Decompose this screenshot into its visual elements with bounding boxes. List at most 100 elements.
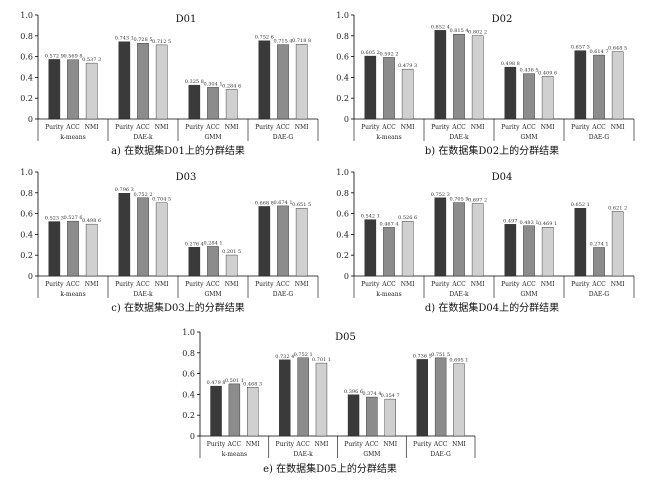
data-label: 0.605 2	[361, 50, 380, 56]
data-label: 0.374 4	[362, 391, 381, 397]
bar-dae-k-acc	[137, 43, 149, 120]
x-category-label: NMI	[246, 441, 260, 448]
y-tick-label: 0	[28, 272, 33, 281]
x-category-label: ACC	[451, 124, 466, 131]
data-label: 0.201 5	[222, 249, 241, 255]
x-category-label: NMI	[541, 281, 555, 288]
data-label: 0.752 6	[255, 35, 274, 41]
x-category-label: ACC	[275, 281, 290, 288]
x-category-label: ACC	[381, 281, 396, 288]
data-label: 0.648 5	[608, 46, 627, 52]
x-category-label: Purity	[115, 124, 134, 131]
x-category-label: Purity	[185, 124, 204, 131]
data-label: 0.467 4	[379, 221, 398, 227]
x-category-label: NMI	[155, 281, 169, 288]
y-tick-label: 0.6	[20, 53, 33, 62]
y-tick-label: 0.4	[20, 73, 33, 82]
bar-dae-k-nmi	[155, 202, 168, 277]
data-label: 0.652 1	[571, 202, 590, 208]
bar-dae-k-purity	[118, 192, 131, 277]
x-category-label: Purity	[413, 441, 432, 448]
y-tick-label: 0.8	[182, 349, 195, 358]
data-label: 0.409 6	[538, 70, 557, 76]
bar-k-means-nmi	[85, 62, 98, 120]
bar-dae-g-acc	[277, 44, 289, 120]
chart-panel-d04: D04 0 0.2 0.4 0.6 0.8 1.0 0.542 1 Purity 0.467 4 A…	[336, 168, 635, 314]
group-label: GMM	[363, 451, 380, 458]
data-label: 0.668 8	[255, 200, 274, 206]
data-label: 0.728 5	[133, 37, 152, 43]
x-category-label: ACC	[205, 281, 220, 288]
group-label: DAE-G	[430, 451, 451, 458]
chart-panel-d03: D03 0 0.2 0.4 0.6 0.8 1.0 0.523 3 Purity 0.527 6 A…	[20, 168, 319, 314]
x-category-label: ACC	[521, 281, 536, 288]
bar-dae-g-nmi	[611, 211, 624, 277]
data-label: 0.743 1	[115, 36, 134, 42]
y-tick-label: 0.8	[20, 32, 33, 41]
bar-k-means-nmi	[247, 387, 259, 437]
x-category-label: ACC	[451, 281, 466, 288]
data-label: 0.304 1	[203, 81, 222, 87]
x-category-label: NMI	[315, 441, 329, 448]
y-tick-label: 0.8	[20, 189, 33, 198]
data-label: 0.701 1	[312, 357, 331, 363]
x-category-label: ACC	[295, 441, 310, 448]
bar-dae-g-purity	[258, 40, 271, 120]
group-label: GMM	[204, 134, 221, 141]
bar-gmm-acc	[523, 225, 535, 277]
bar-dae-g-purity	[416, 359, 428, 437]
y-tick-label: 0.8	[336, 189, 349, 198]
data-label: 0.712 5	[152, 39, 171, 45]
data-label: 0.284 1	[203, 240, 222, 246]
bar-dae-k-purity	[279, 359, 291, 437]
data-label: 0.674 1	[273, 200, 292, 206]
chart-panel-d02: D02 0 0.2 0.4 0.6 0.8 1.0 0.605 2 Purity 0.592 2 A…	[336, 11, 635, 157]
chart-title: D01	[176, 14, 197, 25]
y-tick-label: 0.4	[182, 390, 195, 399]
group-label: k-means	[60, 134, 85, 141]
data-label: 0.284 6	[222, 83, 241, 89]
group-label: DAE-k	[449, 134, 469, 141]
data-label: 0.614 7	[589, 49, 608, 55]
data-label: 0.542 1	[361, 214, 380, 220]
x-category-label: ACC	[65, 281, 80, 288]
x-category-label: Purity	[431, 124, 450, 131]
group-label: k-means	[376, 134, 401, 141]
x-category-label: Purity	[571, 281, 590, 288]
x-category-label: ACC	[227, 441, 242, 448]
data-label: 0.498 8	[501, 61, 520, 67]
bar-gmm-purity	[504, 66, 517, 120]
y-tick-label: 0.2	[336, 251, 349, 260]
x-category-label: NMI	[611, 281, 625, 288]
bar-dae-g-acc	[434, 357, 447, 437]
y-tick-label: 0.8	[336, 32, 349, 41]
x-category-label: Purity	[501, 124, 520, 131]
bar-dae-k-acc	[297, 357, 309, 437]
data-label: 0.436 5	[519, 68, 538, 74]
data-label: 0.498 6	[82, 218, 101, 224]
bar-dae-g-nmi	[295, 44, 308, 120]
x-category-label: NMI	[471, 281, 485, 288]
data-label: 0.537 3	[82, 57, 101, 63]
x-category-label: ACC	[521, 124, 536, 131]
bar-k-means-acc	[228, 383, 241, 437]
group-label: k-means	[60, 291, 85, 298]
data-label: 0.621 2	[608, 205, 627, 211]
x-category-label: Purity	[361, 124, 380, 131]
bar-gmm-acc	[207, 246, 219, 277]
chart-title: D04	[492, 172, 513, 183]
x-category-label: ACC	[135, 281, 150, 288]
x-category-label: Purity	[501, 281, 520, 288]
bar-dae-k-purity	[434, 197, 447, 277]
bar-gmm-nmi	[225, 89, 238, 120]
group-label: DAE-k	[293, 451, 313, 458]
data-label: 0.527 6	[63, 215, 82, 221]
chart-title: D03	[176, 172, 197, 183]
y-tick-label: 0	[190, 432, 195, 441]
bar-k-means-nmi	[401, 68, 414, 120]
group-label: DAE-G	[589, 134, 610, 141]
data-label: 0.572 9	[45, 53, 64, 59]
x-category-label: Purity	[255, 124, 274, 131]
x-category-label: Purity	[431, 281, 450, 288]
